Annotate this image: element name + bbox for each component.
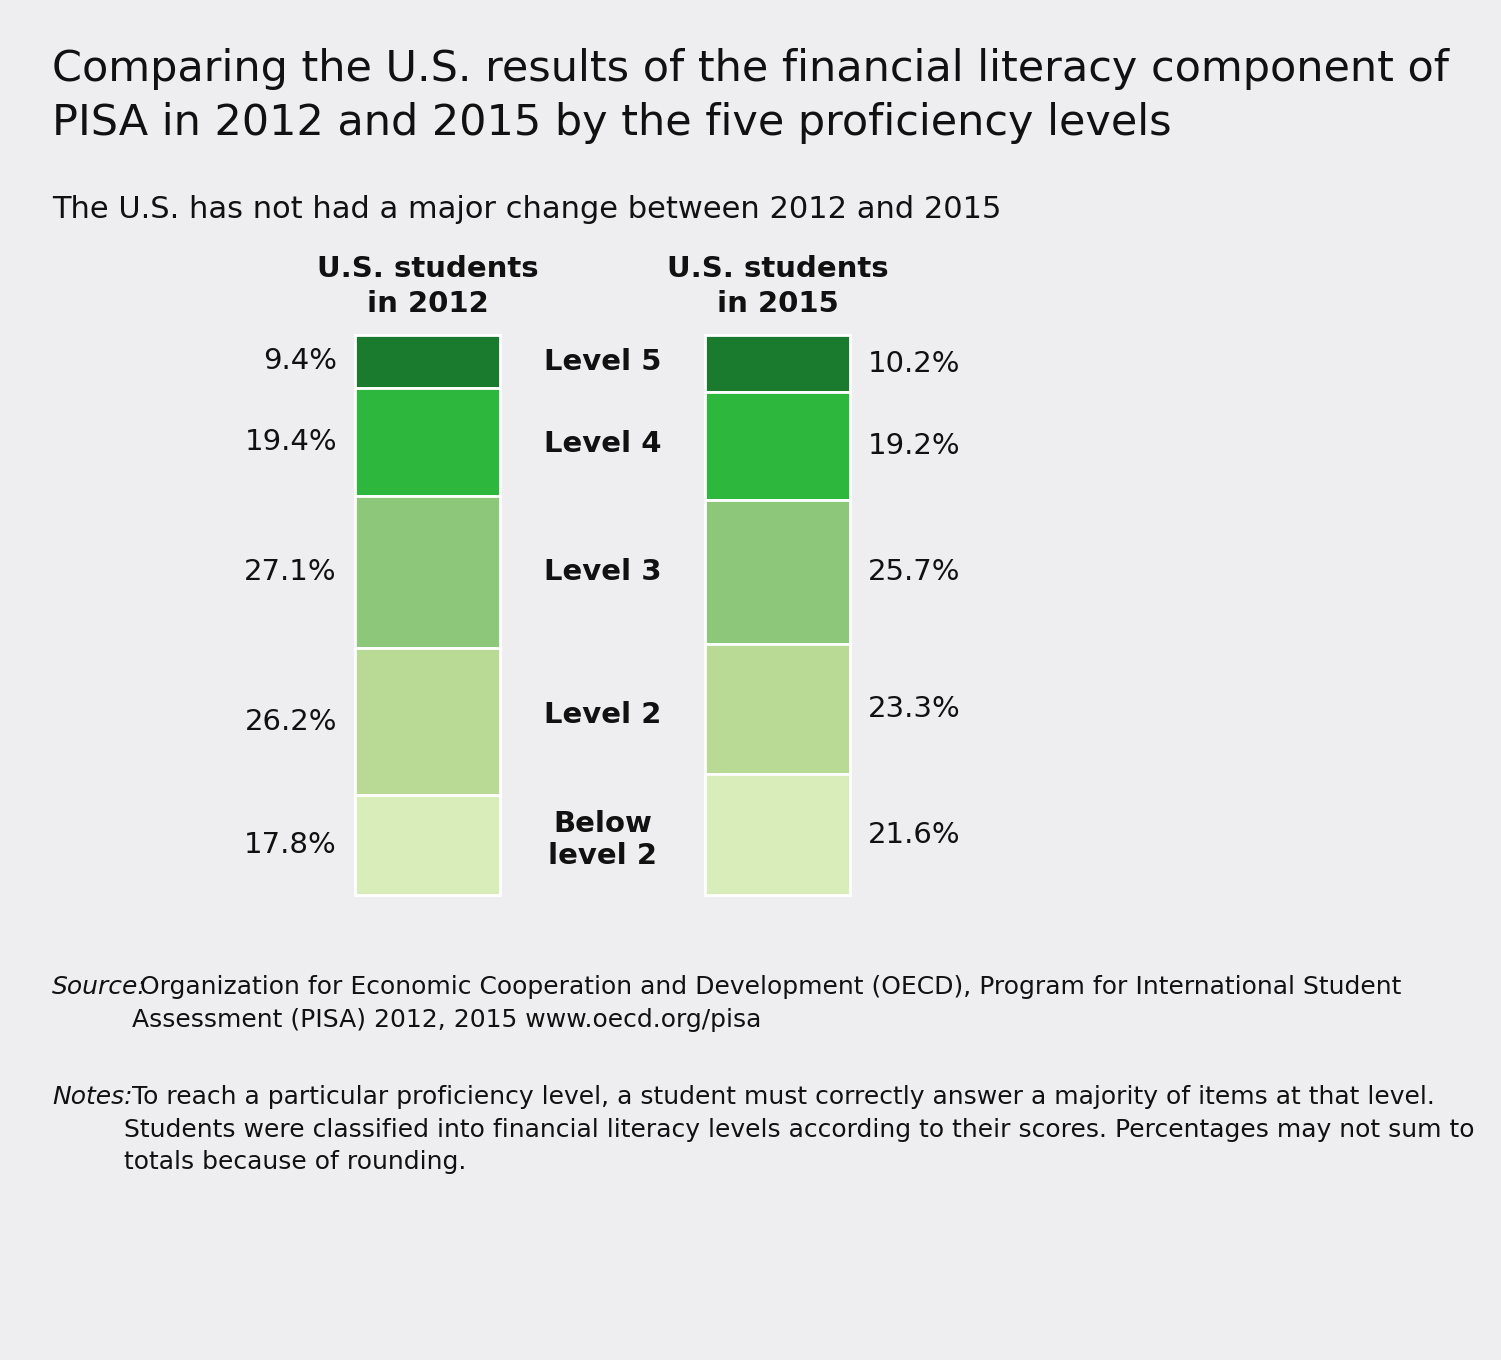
Bar: [705, 335, 850, 392]
Text: Organization for Economic Cooperation and Development (OECD), Program for Intern: Organization for Economic Cooperation an…: [132, 975, 1402, 1031]
Text: 26.2%: 26.2%: [245, 707, 338, 736]
Bar: [356, 796, 500, 895]
Text: 17.8%: 17.8%: [245, 831, 338, 860]
Text: To reach a particular proficiency level, a student must correctly answer a major: To reach a particular proficiency level,…: [125, 1085, 1474, 1174]
Text: 19.2%: 19.2%: [868, 432, 961, 460]
Text: 19.4%: 19.4%: [245, 428, 338, 456]
Text: 9.4%: 9.4%: [263, 347, 338, 375]
Text: 27.1%: 27.1%: [245, 559, 338, 586]
Bar: [356, 388, 500, 496]
Text: Level 3: Level 3: [543, 558, 662, 586]
Text: Level 2: Level 2: [543, 702, 660, 729]
Text: Notes:: Notes:: [53, 1085, 132, 1108]
Bar: [356, 335, 500, 388]
Text: 10.2%: 10.2%: [868, 350, 961, 378]
Bar: [705, 643, 850, 774]
Bar: [705, 499, 850, 643]
Text: Below
level 2: Below level 2: [548, 809, 657, 870]
Bar: [356, 496, 500, 649]
Text: The U.S. has not had a major change between 2012 and 2015: The U.S. has not had a major change betw…: [53, 194, 1001, 224]
Text: U.S. students
in 2015: U.S. students in 2015: [666, 256, 889, 318]
Text: Source:: Source:: [53, 975, 147, 1000]
Text: Comparing the U.S. results of the financial literacy component of
PISA in 2012 a: Comparing the U.S. results of the financ…: [53, 48, 1448, 144]
Text: 23.3%: 23.3%: [868, 695, 961, 722]
Bar: [705, 774, 850, 895]
Bar: [356, 649, 500, 796]
Text: Level 4: Level 4: [543, 430, 662, 458]
Bar: [705, 392, 850, 499]
Text: U.S. students
in 2012: U.S. students in 2012: [317, 256, 539, 318]
Text: 21.6%: 21.6%: [868, 820, 961, 849]
Text: 25.7%: 25.7%: [868, 558, 961, 586]
Text: Level 5: Level 5: [543, 348, 660, 377]
